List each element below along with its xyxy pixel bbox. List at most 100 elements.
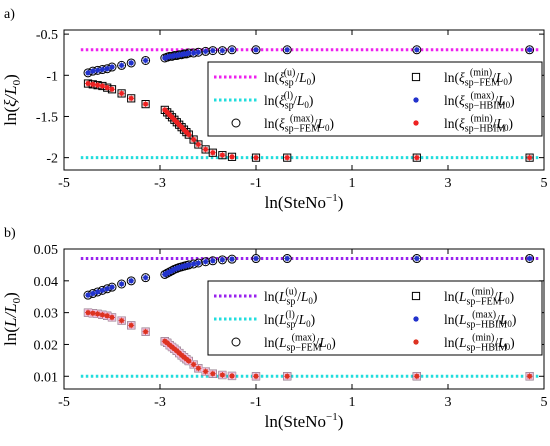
legend-item-upper_line: ln(ξsp(u)/L0) (214, 68, 316, 89)
legend-swatch-stroke (413, 97, 419, 103)
x-tick-label: -1 (250, 176, 262, 191)
legend-box (207, 280, 543, 356)
data-point-hbim_min (413, 373, 420, 380)
data-point-hbim_min (195, 141, 202, 148)
data-point-hbim_min-stroke (527, 155, 532, 161)
data-point-hbim_max (526, 255, 533, 262)
chart-panel-b: -5 -3 -1 1 3 5 0.01 0.02 0.03 0.04 0.05 b) ln(SteNo−… (1, 226, 548, 431)
data-point-hbim_max-stroke (119, 63, 124, 68)
legend-label: ln(Lsp−FEM(max)/L0) (264, 333, 336, 354)
data-point-hbim_min-stroke (191, 137, 196, 142)
legend-item-hbim_min: ln(ξsp−HBIM(min)/L0) (413, 114, 513, 135)
data-point-hbim_max-stroke (109, 284, 115, 290)
y-tick-label: 0.02 (34, 338, 59, 353)
data-point-hbim_max-stroke (284, 47, 290, 53)
data-point-hbim_min-stroke (181, 127, 187, 133)
data-point-hbim_max (94, 288, 101, 295)
data-point-hbim_min (99, 311, 106, 318)
data-point-hbim_min-stroke (167, 342, 172, 348)
data-point-hbim_max (94, 67, 101, 74)
data-point-hbim_min-stroke (104, 313, 110, 319)
data-point-hbim_max (118, 62, 125, 69)
data-point-hbim_min (128, 95, 135, 102)
data-point-fem_max (412, 45, 422, 55)
data-point-hbim_max (99, 287, 106, 294)
data-point-hbim_min-stroke (109, 86, 115, 92)
chart-panel-a: -5 -3 -1 1 3 5 -2 -1.5 -1 -0.5 a) ln(SteNo−1) ln(ξ/L… (1, 7, 548, 212)
data-point-hbim_min (526, 154, 533, 161)
data-point-hbim_max (190, 260, 197, 267)
data-point-hbim_min-stroke (104, 85, 110, 91)
data-point-hbim_min-stroke (164, 340, 170, 346)
data-point-hbim_max-stroke (414, 47, 420, 53)
data-point-hbim_max (526, 46, 533, 53)
data-point-hbim_max-stroke (90, 291, 96, 296)
data-point-hbim_min-stroke (143, 329, 148, 335)
data-point-hbim_min-stroke (162, 338, 168, 344)
data-point-fem_max (117, 279, 127, 289)
x-tick-label: 3 (445, 395, 452, 410)
data-point-hbim_min-stroke (414, 155, 420, 161)
data-point-hbim_min-stroke (253, 373, 259, 379)
legend-box (207, 61, 543, 137)
data-point-fem_min (184, 130, 193, 139)
data-point-hbim_min (202, 368, 209, 375)
y-axis-label: ln(L/L0) (1, 292, 23, 346)
data-point-hbim_max-stroke (100, 67, 105, 72)
data-point-hbim_min-stroke (181, 354, 187, 360)
data-point-hbim_max (185, 50, 192, 57)
data-point-fem_max (227, 254, 237, 264)
data-point-hbim_min-stroke (109, 315, 115, 320)
data-point-hbim_min-stroke (143, 101, 148, 107)
data-point-hbim_min (229, 153, 235, 160)
data-point-hbim_max-stroke (95, 67, 100, 73)
data-point-hbim_max-stroke (220, 257, 225, 263)
data-point-hbim_max-stroke (527, 256, 532, 261)
data-point-hbim_max (219, 256, 226, 263)
data-point-hbim_min (185, 358, 192, 364)
data-point-hbim_max-stroke (196, 260, 201, 266)
data-point-hbim_min-stroke (220, 372, 225, 378)
data-point-hbim_max (104, 65, 111, 72)
data-point-hbim_max (118, 281, 125, 287)
data-point-fem_min (412, 153, 421, 162)
data-point-hbim_max-stroke (143, 58, 148, 63)
data-point-hbim_min-stroke (172, 346, 177, 352)
legend: ln(Lsp(u)/L0) ln(Lsp−FEM(min)/L0) ln(Lsp(l… (207, 280, 543, 356)
legend-label: ln(ξsp−HBIM(max)/L0) (444, 91, 515, 112)
data-point-hbim_min-stroke (85, 310, 91, 316)
data-point-hbim_min (219, 372, 226, 378)
data-point-hbim_min (118, 90, 125, 97)
legend: ln(ξsp(u)/L0) ln(ξsp−FEM(min)/L0) ln(ξsp(l… (207, 61, 543, 137)
legend-item-hbim_max: ln(ξsp−HBIM(max)/L0) (413, 91, 515, 112)
data-point-hbim_max-stroke (186, 262, 192, 268)
x-tick-label: -5 (58, 395, 70, 410)
data-point-hbim_max (253, 46, 259, 53)
series-hbim_min (84, 308, 534, 381)
data-point-hbim_max (89, 290, 96, 297)
data-point-hbim_min-stroke (284, 155, 290, 161)
data-point-hbim_max (284, 255, 291, 262)
data-point-hbim_min (118, 317, 125, 324)
data-point-fem_max (208, 256, 218, 266)
data-point-hbim_min-stroke (176, 350, 182, 356)
data-point-hbim_max (89, 68, 96, 75)
data-point-hbim_min-stroke (203, 369, 208, 374)
data-point-hbim_max (284, 46, 291, 53)
data-point-hbim_min-stroke (85, 81, 91, 86)
panel-label: a) (4, 7, 15, 22)
data-point-fem_min (165, 110, 174, 119)
data-point-fem_min (283, 153, 292, 162)
data-point-hbim_min (284, 154, 291, 161)
data-point-hbim_min (219, 152, 226, 159)
data-point-hbim_max-stroke (220, 48, 225, 53)
data-point-hbim_min-stroke (95, 82, 100, 88)
x-tick-label: -1 (250, 395, 262, 410)
data-point-hbim_max-stroke (186, 50, 192, 56)
data-point-fem_max (141, 55, 151, 65)
data-point-hbim_max-stroke (196, 49, 201, 55)
data-point-hbim_max (109, 284, 115, 291)
data-point-hbim_min (89, 81, 96, 88)
legend-swatch (413, 97, 419, 103)
data-point-hbim_max-stroke (128, 278, 134, 284)
